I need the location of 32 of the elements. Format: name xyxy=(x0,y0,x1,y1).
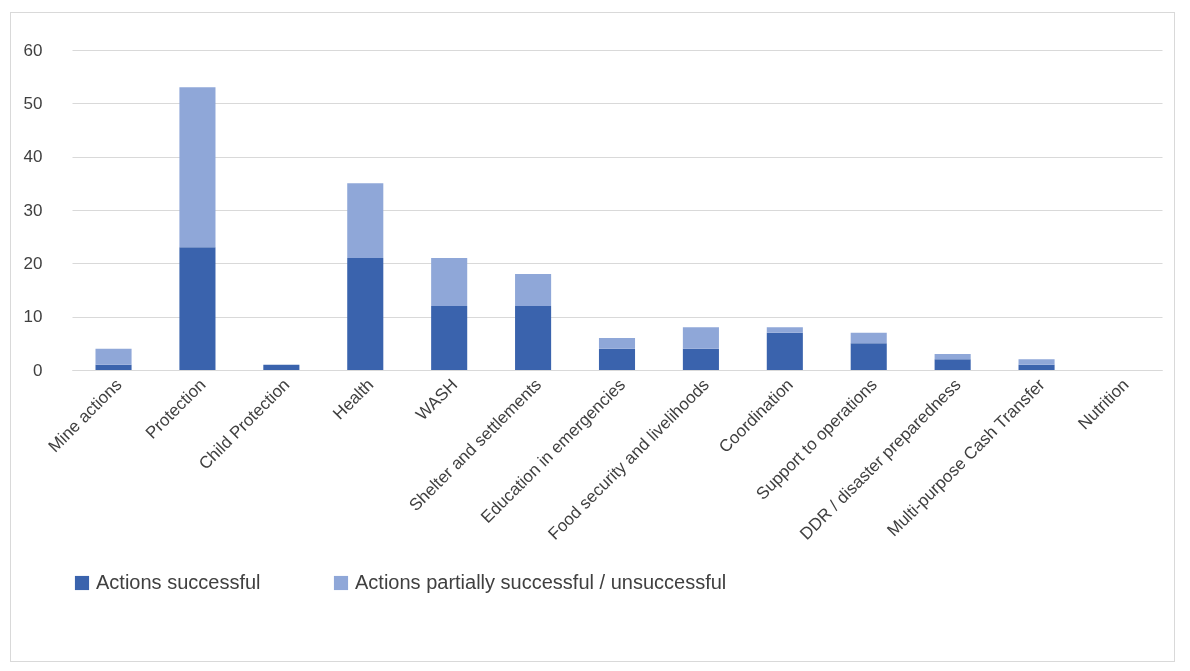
bar xyxy=(850,332,887,344)
legend-label: Actions successful xyxy=(96,571,261,593)
bar xyxy=(431,306,468,370)
bar xyxy=(682,327,719,349)
bar xyxy=(431,258,468,306)
y-tick-label: 40 xyxy=(23,147,43,167)
bar xyxy=(682,348,719,370)
y-tick-label: 20 xyxy=(23,253,43,273)
bar xyxy=(515,274,552,306)
bar xyxy=(95,364,132,370)
bar xyxy=(598,348,636,370)
legend-label: Actions partially successful / unsuccessful xyxy=(355,571,727,593)
bar xyxy=(347,183,384,258)
bar xyxy=(179,87,216,248)
bar xyxy=(766,332,803,370)
bar xyxy=(95,348,132,365)
y-tick-label: 30 xyxy=(23,200,43,220)
bar xyxy=(934,354,971,360)
bar xyxy=(263,364,300,370)
bar xyxy=(850,343,887,370)
bar xyxy=(934,359,971,370)
bar xyxy=(598,338,636,349)
y-tick-label: 0 xyxy=(33,360,43,380)
y-tick-label: 50 xyxy=(23,93,43,113)
bar xyxy=(347,258,384,370)
y-tick-label: 10 xyxy=(23,307,43,327)
bar xyxy=(766,327,803,333)
bar xyxy=(515,306,552,370)
bar xyxy=(179,247,216,370)
y-tick-label: 60 xyxy=(23,40,43,60)
bar xyxy=(1018,364,1055,370)
bar xyxy=(1018,359,1055,365)
